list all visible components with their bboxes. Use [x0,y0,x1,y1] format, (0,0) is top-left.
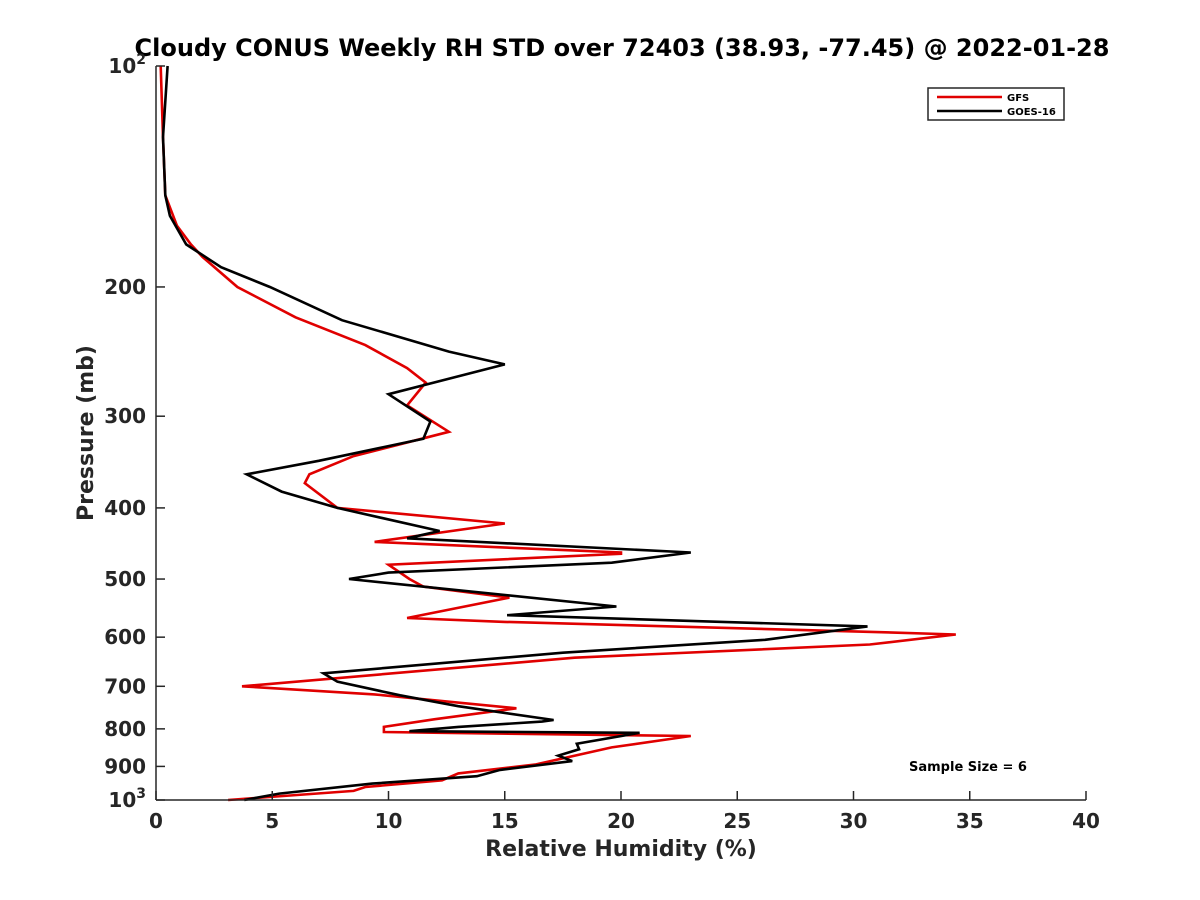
x-tick-label: 10 [375,809,403,833]
x-tick-label: 30 [840,809,868,833]
y-tick-label: 600 [104,625,146,649]
y-axis: 102 200 300 400 500 600 700 800 900 103 [104,52,165,812]
x-axis-label: Relative Humidity (%) [485,837,757,862]
sample-size-annotation: Sample Size = 6 [909,760,1027,775]
x-tick-label: 5 [265,809,279,833]
y-tick-label: 200 [104,275,146,299]
series-line-goes-16 [161,65,868,802]
x-tick-label: 25 [723,809,751,833]
y-tick-label: 102 [108,52,146,78]
y-tick-label: 400 [104,496,146,520]
y-tick-label: 700 [104,674,146,698]
x-tick-label: 35 [956,809,984,833]
y-axis-label: Pressure (mb) [74,345,99,521]
chart-title: Cloudy CONUS Weekly RH STD over 72403 (3… [135,34,1110,62]
legend-label: GOES-16 [1007,107,1056,118]
x-tick-label: 0 [149,809,163,833]
x-tick-label: 40 [1072,809,1100,833]
x-axis: 0 5 10 15 20 25 30 35 40 [149,791,1100,833]
series-line-gfs [159,65,956,802]
legend-label: GFS [1007,93,1029,104]
legend: GFS GOES-16 [927,87,1065,121]
x-tick-label: 20 [607,809,635,833]
y-tick-label: 103 [108,786,146,812]
series-lines [159,65,956,802]
y-tick-label: 900 [104,754,146,778]
y-tick-label: 300 [104,404,146,428]
legend-box [927,87,1065,121]
y-tick-label: 800 [104,717,146,741]
y-tick-label: 500 [104,567,146,591]
x-tick-label: 15 [491,809,519,833]
